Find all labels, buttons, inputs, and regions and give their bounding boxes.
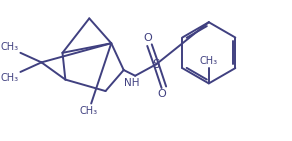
Text: CH₃: CH₃ [200, 56, 218, 66]
Text: NH: NH [124, 78, 139, 88]
Text: CH₃: CH₃ [79, 106, 97, 116]
Text: O: O [158, 89, 166, 99]
Text: O: O [143, 33, 152, 43]
Text: CH₃: CH₃ [0, 42, 18, 52]
Text: S: S [152, 58, 160, 71]
Text: CH₃: CH₃ [0, 73, 18, 83]
